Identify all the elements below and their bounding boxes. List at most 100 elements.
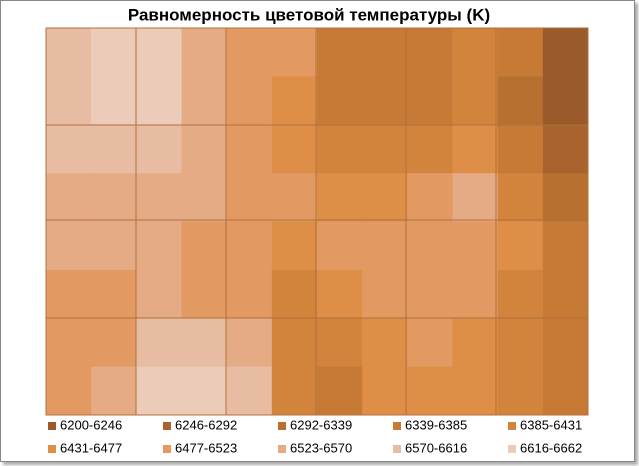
contour-cell bbox=[497, 366, 544, 416]
contour-cell bbox=[226, 173, 273, 222]
contour-cell bbox=[362, 269, 408, 319]
legend-label: 6477-6523 bbox=[175, 440, 237, 455]
contour-cell bbox=[181, 76, 228, 126]
legend-label: 6616-6662 bbox=[520, 440, 582, 455]
contour-cell bbox=[497, 269, 544, 319]
contour-cell bbox=[497, 124, 544, 174]
plot-border bbox=[45, 27, 589, 416]
contour-cell bbox=[362, 173, 408, 222]
contour-cell bbox=[317, 173, 363, 222]
contour-cell bbox=[452, 28, 499, 77]
contour-cell bbox=[542, 221, 589, 271]
legend-swatch bbox=[508, 445, 516, 453]
legend-swatch bbox=[393, 445, 401, 453]
legend-label: 6431-6477 bbox=[60, 440, 122, 455]
contour-cell bbox=[271, 318, 318, 368]
legend-label: 6385-6431 bbox=[520, 417, 582, 432]
contour-cell bbox=[542, 28, 589, 77]
contour-cell bbox=[452, 221, 499, 271]
contour-cell bbox=[362, 28, 408, 77]
contour-cell bbox=[452, 269, 499, 319]
contour-cell bbox=[226, 124, 273, 174]
contour-cell bbox=[407, 76, 453, 126]
legend-swatch bbox=[278, 445, 286, 453]
contour-area bbox=[46, 28, 589, 416]
contour-cell bbox=[497, 76, 544, 126]
contour-cell bbox=[407, 221, 453, 271]
contour-cell bbox=[46, 76, 92, 126]
contour-cell bbox=[407, 28, 453, 77]
legend-label: 6523-6570 bbox=[290, 440, 352, 455]
contour-cell bbox=[362, 221, 408, 271]
contour-cell bbox=[542, 76, 589, 126]
legend-label: 6339-6385 bbox=[405, 417, 467, 432]
contour-cell bbox=[181, 269, 228, 319]
contour-cell bbox=[497, 173, 544, 222]
contour-cell bbox=[136, 28, 182, 77]
contour-cell bbox=[317, 366, 363, 416]
contour-cell bbox=[91, 269, 137, 319]
contour-cell bbox=[317, 318, 363, 368]
contour-cell bbox=[181, 318, 228, 368]
contour-cell bbox=[181, 124, 228, 174]
contour-cell bbox=[46, 124, 92, 174]
contour-cell bbox=[91, 124, 137, 174]
legend-label: 6246-6292 bbox=[175, 417, 237, 432]
contour-cell bbox=[452, 173, 499, 222]
contour-cell bbox=[91, 173, 137, 222]
contour-cell bbox=[542, 366, 589, 416]
contour-cell bbox=[317, 269, 363, 319]
chart-title: Равномерность цветовой температуры (K) bbox=[128, 5, 490, 24]
contour-cell bbox=[407, 124, 453, 174]
contour-cell bbox=[271, 124, 318, 174]
legend-label: 6570-6616 bbox=[405, 440, 467, 455]
contour-cell bbox=[317, 76, 363, 126]
contour-cell bbox=[46, 173, 92, 222]
legend: 6200-6246 6246-6292 6292-6339 6339-6385 6385… bbox=[48, 417, 582, 455]
contour-cell bbox=[136, 366, 182, 416]
contour-cell bbox=[226, 366, 273, 416]
contour-cell bbox=[542, 124, 589, 174]
contour-cell bbox=[136, 76, 182, 126]
contour-cell bbox=[181, 221, 228, 271]
legend-swatch bbox=[163, 445, 171, 453]
contour-cell bbox=[362, 366, 408, 416]
contour-cell bbox=[407, 318, 453, 368]
contour-cell bbox=[497, 318, 544, 368]
contour-cell bbox=[452, 366, 499, 416]
contour-cell bbox=[271, 28, 318, 77]
contour-cell bbox=[136, 173, 182, 222]
contour-cell bbox=[452, 318, 499, 368]
contour-cell bbox=[362, 318, 408, 368]
contour-cell bbox=[542, 269, 589, 319]
contour-cell bbox=[46, 366, 92, 416]
contour-cell bbox=[271, 366, 318, 416]
contour-cell bbox=[271, 221, 318, 271]
contour-cell bbox=[46, 318, 92, 368]
contour-cell bbox=[226, 76, 273, 126]
contour-cell bbox=[136, 269, 182, 319]
contour-cell bbox=[181, 173, 228, 222]
contour-cell bbox=[407, 269, 453, 319]
contour-cell bbox=[271, 76, 318, 126]
contour-cell bbox=[317, 221, 363, 271]
contour-cell bbox=[226, 221, 273, 271]
contour-cell bbox=[46, 269, 92, 319]
contour-cell bbox=[226, 269, 273, 319]
grid bbox=[45, 27, 589, 416]
contour-cell bbox=[136, 221, 182, 271]
legend-swatch bbox=[393, 422, 401, 430]
contour-cell bbox=[226, 318, 273, 368]
contour-cell bbox=[136, 318, 182, 368]
contour-cell bbox=[407, 366, 453, 416]
legend-swatch bbox=[48, 422, 56, 430]
contour-cell bbox=[136, 124, 182, 174]
contour-cell bbox=[271, 173, 318, 222]
contour-cell bbox=[362, 124, 408, 174]
contour-cell bbox=[46, 28, 92, 77]
contour-cell bbox=[542, 318, 589, 368]
contour-cell bbox=[91, 28, 137, 77]
contour-cell bbox=[407, 173, 453, 222]
contour-cell bbox=[226, 28, 273, 77]
